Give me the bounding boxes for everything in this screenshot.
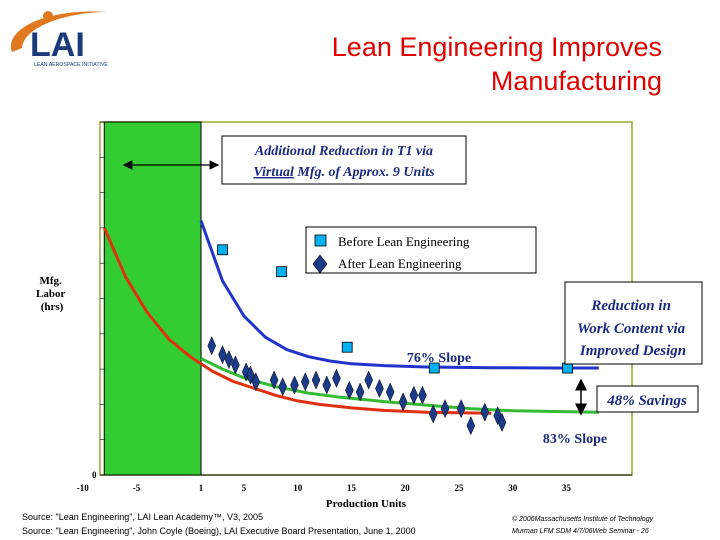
after-lean-point — [207, 336, 217, 356]
slope-83-label: 83% Slope — [543, 432, 607, 447]
callout-line2: Virtual Mfg. of Approx. 9 Units — [253, 165, 435, 180]
slope-76-label: 76% Slope — [407, 351, 471, 366]
reduction-line2: Work Content via — [577, 321, 686, 337]
logo-swoosh — [10, 11, 109, 52]
x-tick-label: -5 — [133, 483, 141, 493]
curve-83-slope — [200, 357, 599, 414]
after-lean-point — [418, 385, 427, 405]
legend-after-marker — [312, 254, 328, 274]
after-lean-point — [398, 392, 408, 412]
y-axis-label: Mfg. Labor (hrs) — [36, 275, 68, 313]
before-lean-point — [276, 266, 288, 278]
after-lean-point — [466, 415, 476, 436]
x-axis-label: Production Units — [326, 498, 407, 510]
after-lean-point — [278, 377, 287, 397]
slide-title: Lean Engineering Improves Manufacturing — [282, 30, 662, 98]
x-tick-label: 15 — [347, 483, 357, 493]
after-lean-point — [375, 378, 384, 399]
after-lean-point — [440, 399, 450, 419]
savings-label: 48% Savings — [606, 393, 687, 409]
logo-text: LAI — [30, 26, 85, 64]
after-lean-point — [269, 370, 279, 390]
x-tick-label: 5 — [242, 483, 247, 493]
y-axis-label-line1: Mfg. — [39, 275, 62, 287]
x-tick-label: 20 — [401, 483, 411, 493]
callout-box — [221, 135, 467, 185]
x-tick-label: 35 — [562, 483, 572, 493]
slide-title-line2: Manufacturing — [490, 66, 662, 96]
after-lean-point — [218, 345, 227, 365]
copyright-line-1: © 2006Massachusetts Institute of Technol… — [512, 516, 654, 523]
source-line-2: Source: "Lean Engineering", John Coyle (… — [22, 526, 416, 536]
x-tick-label: 30 — [508, 483, 518, 493]
callout-line1: Additional Reduction in T1 via — [254, 144, 433, 159]
reduction-text: Reduction in Work Content via Improved D… — [577, 298, 689, 359]
legend-before-marker — [314, 234, 327, 247]
before-lean-point — [428, 362, 440, 374]
x-tick-label: -10 — [77, 483, 89, 493]
copyright-line-2: Murman LFM SDM 4/7/06Web Seminar - 26 — [512, 528, 649, 535]
after-lean-point — [385, 382, 395, 402]
reduction-box — [564, 281, 703, 365]
reduction-line1: Reduction in — [590, 298, 671, 314]
after-lean-point — [332, 368, 341, 388]
after-lean-point — [311, 370, 321, 390]
after-lean-point — [322, 375, 332, 395]
reduction-line3: Improved Design — [579, 343, 686, 359]
after-lean-point — [246, 365, 255, 385]
lai-logo: LAI LEAN AEROSPACE INITIATIVE — [10, 11, 109, 68]
logo-subtitle: LEAN AEROSPACE INITIATIVE — [34, 62, 108, 68]
callout-line2-rest: Mfg. of Approx. 9 Units — [294, 165, 435, 180]
after-lean-point — [364, 370, 373, 390]
after-lean-point — [301, 372, 310, 392]
after-lean-point — [355, 382, 365, 402]
y-axis-label-line3: (hrs) — [41, 301, 64, 313]
x-axis-tick-labels: -10 -5 1 5 10 15 20 25 30 35 — [77, 483, 572, 493]
legend-before-label: Before Lean Engineering — [338, 234, 470, 249]
after-lean-point — [345, 380, 354, 400]
logo-dot — [43, 11, 53, 21]
after-lean-point — [456, 399, 466, 419]
y-zero-label: 0 — [92, 470, 97, 480]
x-tick-label: 25 — [455, 483, 465, 493]
virtual-mfg-band — [103, 121, 202, 476]
before-lean-point — [341, 341, 353, 353]
after-lean-point — [428, 404, 438, 424]
after-lean-point — [409, 385, 419, 405]
x-tick-label: 10 — [293, 483, 303, 493]
legend-after-label: After Lean Engineering — [338, 256, 462, 271]
slide-title-line1: Lean Engineering Improves — [331, 32, 662, 62]
legend-box — [305, 226, 537, 274]
after-lean-point — [251, 372, 261, 392]
curve-76-slope — [199, 220, 599, 370]
y-axis-label-line2: Labor — [36, 288, 65, 300]
before-lean-point — [562, 362, 573, 374]
after-lean-point — [224, 349, 234, 370]
after-lean-point — [290, 375, 299, 395]
before-lean-point — [217, 244, 228, 256]
source-line-1: Source: "Lean Engineering", LAI Lean Aca… — [22, 512, 264, 522]
callout-virtual: Virtual — [253, 165, 294, 180]
after-lean-point — [480, 402, 490, 422]
after-lean-point — [497, 412, 507, 433]
savings-box — [596, 385, 699, 413]
data-points — [207, 244, 573, 436]
after-lean-point — [231, 355, 240, 375]
x-tick-label: 1 — [199, 483, 204, 493]
